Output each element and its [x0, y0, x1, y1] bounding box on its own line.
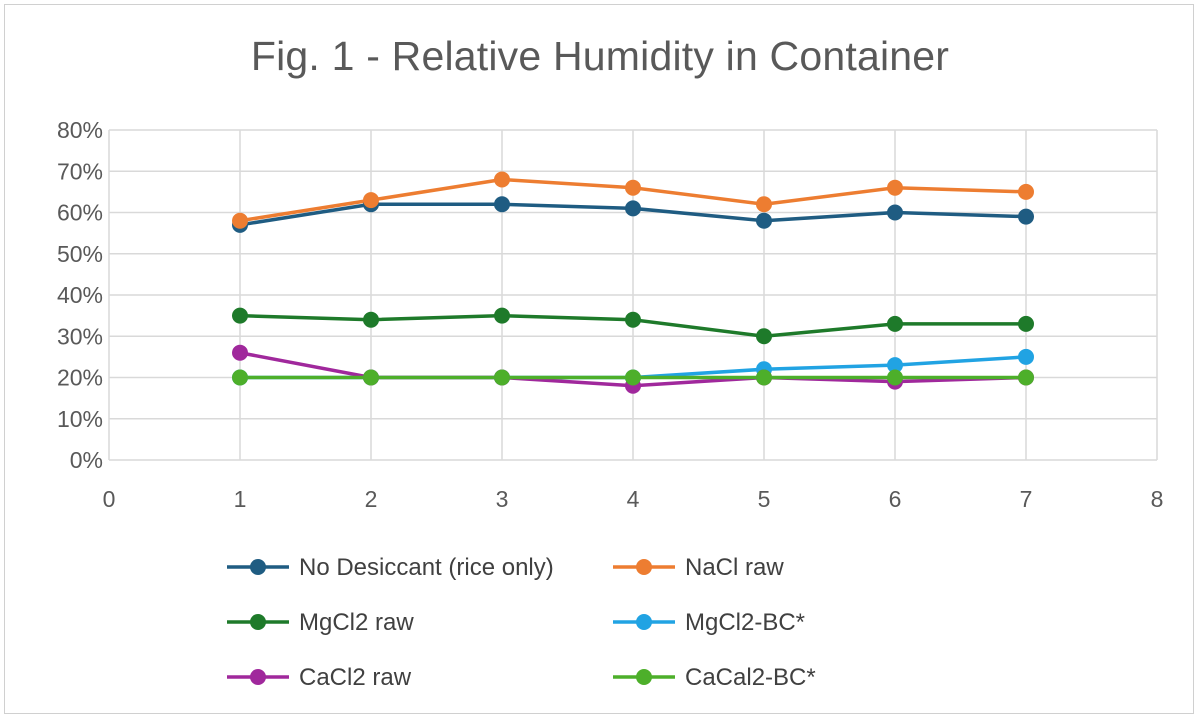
chart-title: Fig. 1 - Relative Humidity in Container — [250, 33, 950, 79]
data-point — [756, 328, 772, 345]
legend: No Desiccant (rice only) NaCl raw MgCl2 ra… — [227, 554, 816, 691]
data-point — [363, 369, 379, 386]
line-chart: 0% 10% 20% 30% 40% 50% 60% 70% 80% 0 1 2 3 4 5 6 7 8 No … — [57, 117, 1164, 691]
x-tick-label: 5 — [758, 486, 771, 512]
data-point — [1018, 315, 1034, 332]
x-tick-label: 4 — [627, 486, 640, 512]
legend-marker — [636, 669, 652, 685]
legend-label: CaCal2-BC* — [685, 664, 816, 691]
x-tick-label: 7 — [1020, 486, 1033, 512]
data-point — [363, 192, 379, 209]
y-tick-label: 40% — [57, 282, 103, 308]
legend-label: CaCl2 raw — [299, 664, 412, 691]
data-point — [625, 179, 641, 196]
y-tick-label: 60% — [57, 200, 103, 226]
data-point — [625, 311, 641, 328]
y-tick-label: 80% — [57, 117, 103, 143]
legend-marker — [250, 559, 266, 575]
data-point — [494, 307, 510, 324]
y-tick-label: 0% — [70, 447, 103, 473]
y-tick-label: 10% — [57, 406, 103, 432]
chart-frame: Fig. 1 - Relative Humidity in Container … — [4, 4, 1194, 714]
data-point — [1018, 369, 1034, 386]
legend-label: MgCl2-BC* — [685, 609, 805, 636]
x-tick-label: 2 — [365, 486, 378, 512]
x-tick-label: 1 — [234, 486, 247, 512]
data-point — [1018, 183, 1034, 200]
x-tick-label: 3 — [496, 486, 509, 512]
legend-marker — [250, 614, 266, 630]
data-point — [887, 179, 903, 196]
legend-label: NaCl raw — [685, 554, 784, 581]
data-point — [887, 369, 903, 386]
y-tick-label: 50% — [57, 241, 103, 267]
data-point — [756, 196, 772, 213]
grid-lines — [108, 129, 1158, 461]
legend-marker — [636, 559, 652, 575]
data-point — [625, 200, 641, 217]
data-point — [756, 369, 772, 386]
data-point — [232, 212, 248, 229]
data-point — [887, 357, 903, 374]
data-point — [625, 369, 641, 386]
y-axis-ticks: 0% 10% 20% 30% 40% 50% 60% 70% 80% — [57, 117, 103, 473]
legend-label: No Desiccant (rice only) — [299, 554, 554, 581]
data-point — [494, 369, 510, 386]
data-point — [887, 315, 903, 332]
data-point — [232, 344, 248, 361]
data-point — [232, 369, 248, 386]
x-tick-label: 8 — [1151, 486, 1164, 512]
legend-marker — [636, 614, 652, 630]
data-point — [494, 196, 510, 213]
data-point — [232, 307, 248, 324]
y-tick-label: 20% — [57, 365, 103, 391]
legend-marker — [250, 669, 266, 685]
y-tick-label: 70% — [57, 158, 103, 184]
data-point — [1018, 208, 1034, 225]
series-group — [232, 171, 1034, 394]
legend-label: MgCl2 raw — [299, 609, 414, 636]
x-axis-ticks: 0 1 2 3 4 5 6 7 8 — [103, 486, 1164, 512]
x-tick-label: 6 — [889, 486, 902, 512]
data-point — [494, 171, 510, 188]
data-point — [363, 311, 379, 328]
x-tick-label: 0 — [103, 486, 116, 512]
y-tick-label: 30% — [57, 323, 103, 349]
data-point — [1018, 348, 1034, 365]
data-point — [887, 204, 903, 221]
data-point — [756, 212, 772, 229]
